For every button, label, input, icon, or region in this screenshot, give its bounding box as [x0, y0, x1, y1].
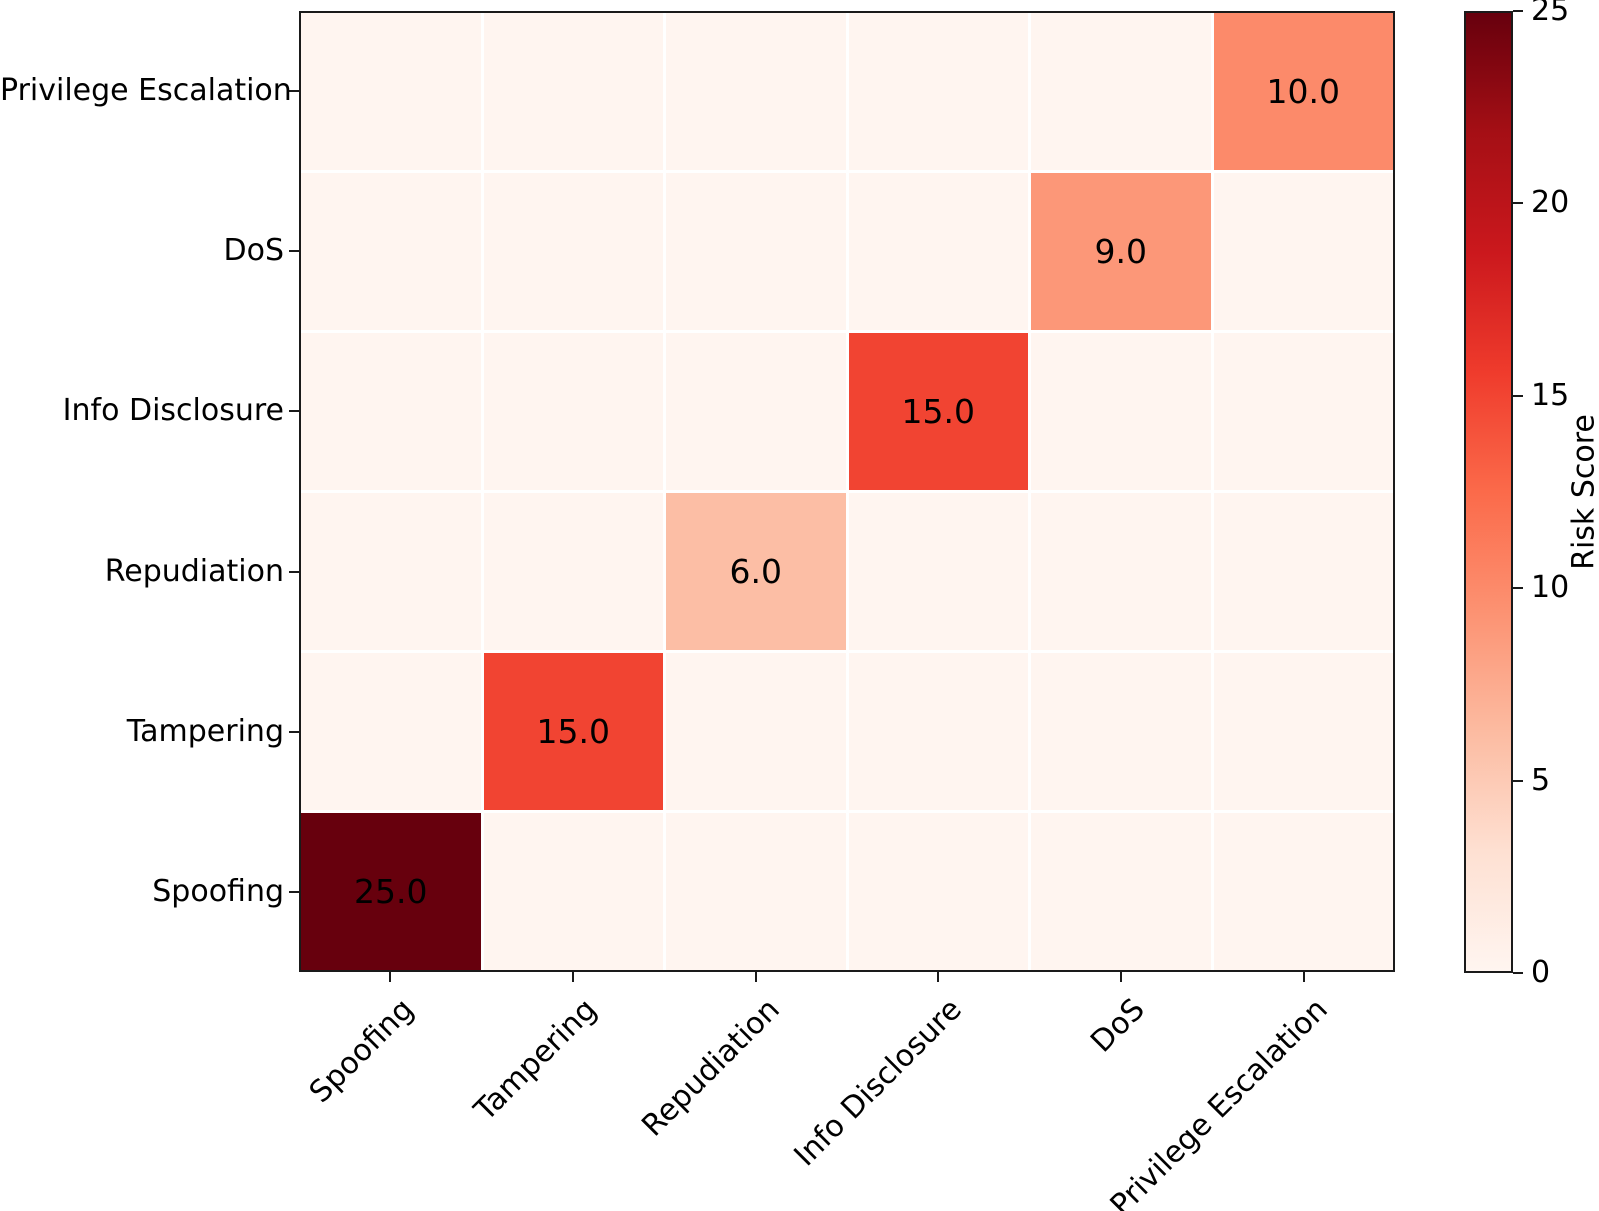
y-tick-mark	[289, 410, 299, 413]
x-tick-mark	[1120, 972, 1122, 982]
x-tick-label: Spoofing	[303, 992, 422, 1110]
heatmap-cell	[848, 173, 1028, 330]
heatmap-cell	[1213, 813, 1393, 970]
colorbar-tick-label: 25	[1531, 0, 1570, 28]
y-tick-label: Info Disclosure	[62, 393, 284, 429]
colorbar	[1464, 11, 1513, 973]
heatmap-cell	[848, 493, 1028, 650]
cell-annotation: 10.0	[1266, 72, 1340, 111]
x-tick-mark	[754, 972, 757, 982]
heatmap-cell	[1213, 653, 1393, 810]
cell-annotation: 15.0	[901, 392, 975, 431]
heatmap-cell	[848, 13, 1028, 170]
cell-annotation: 25.0	[354, 872, 428, 911]
heatmap-cell	[1031, 13, 1211, 170]
colorbar-tick-label: 20	[1531, 185, 1570, 221]
heatmap-cell	[1031, 813, 1211, 970]
y-tick-mark	[289, 250, 299, 253]
heatmap-cell	[666, 813, 846, 970]
heatmap-cell	[1213, 493, 1393, 650]
heatmap-cell	[666, 653, 846, 810]
y-tick-mark	[289, 90, 299, 93]
heatmap-cell	[301, 173, 481, 330]
heatmap-cell: 15.0	[848, 333, 1028, 490]
colorbar-tick-label: 10	[1531, 570, 1570, 606]
heatmap-cell	[666, 173, 846, 330]
y-tick-label: Privilege Escalation	[0, 73, 292, 109]
colorbar-tick-label: 0	[1531, 955, 1551, 990]
heatmap-cell	[483, 13, 663, 170]
y-tick-mark	[289, 730, 299, 733]
heatmap-cell	[666, 13, 846, 170]
heatmap-cell: 10.0	[1213, 13, 1393, 170]
heatmap-cell	[483, 813, 663, 970]
x-tick-mark	[572, 972, 574, 982]
heatmap-cell	[1213, 173, 1393, 330]
heatmap-cell	[483, 493, 663, 650]
colorbar-tick-label: 15	[1531, 377, 1570, 413]
heatmap-plot-area: 10.0 9.0 15.0 6.0 15.0 25.0	[299, 11, 1395, 972]
cell-annotation: 15.0	[536, 712, 610, 751]
heatmap-cell: 9.0	[1031, 173, 1211, 330]
y-tick-label: Repudiation	[104, 553, 284, 589]
colorbar-label: Risk Score	[1566, 414, 1599, 570]
y-tick-label: Tampering	[126, 713, 284, 749]
x-tick-mark	[1302, 972, 1305, 982]
heatmap-cell: 25.0	[301, 813, 481, 970]
colorbar-tick-mark	[1513, 972, 1523, 974]
cell-annotation: 6.0	[729, 552, 782, 591]
heatmap-cell	[666, 333, 846, 490]
heatmap-cell	[301, 493, 481, 650]
heatmap-cell: 6.0	[666, 493, 846, 650]
y-tick-label: Spoofing	[152, 873, 284, 909]
y-tick-label: DoS	[223, 233, 285, 269]
heatmap-cell	[1213, 333, 1393, 490]
heatmap-grid: 10.0 9.0 15.0 6.0 15.0 25.0	[301, 13, 1393, 970]
heatmap-cell	[301, 333, 481, 490]
heatmap-cell	[1031, 333, 1211, 490]
heatmap-cell	[483, 173, 663, 330]
colorbar-tick-mark	[1513, 779, 1523, 782]
heatmap-cell	[301, 653, 481, 810]
y-tick-mark	[289, 890, 299, 893]
heatmap-cell	[1031, 493, 1211, 650]
colorbar-tick-mark	[1513, 202, 1523, 205]
heatmap-cell: 15.0	[483, 653, 663, 810]
heatmap-cell	[848, 813, 1028, 970]
colorbar-tick-label: 5	[1531, 762, 1551, 798]
heatmap-cell	[1031, 653, 1211, 810]
y-tick-mark	[289, 570, 299, 573]
x-tick-mark	[389, 972, 392, 982]
heatmap-cell	[301, 13, 481, 170]
heatmap-cell	[483, 333, 663, 490]
x-tick-mark	[937, 972, 940, 982]
cell-annotation: 9.0	[1094, 232, 1147, 271]
colorbar-tick-mark	[1513, 587, 1523, 590]
colorbar-tick-mark	[1513, 394, 1523, 397]
colorbar-tick-mark	[1513, 10, 1523, 12]
heatmap-cell	[848, 653, 1028, 810]
